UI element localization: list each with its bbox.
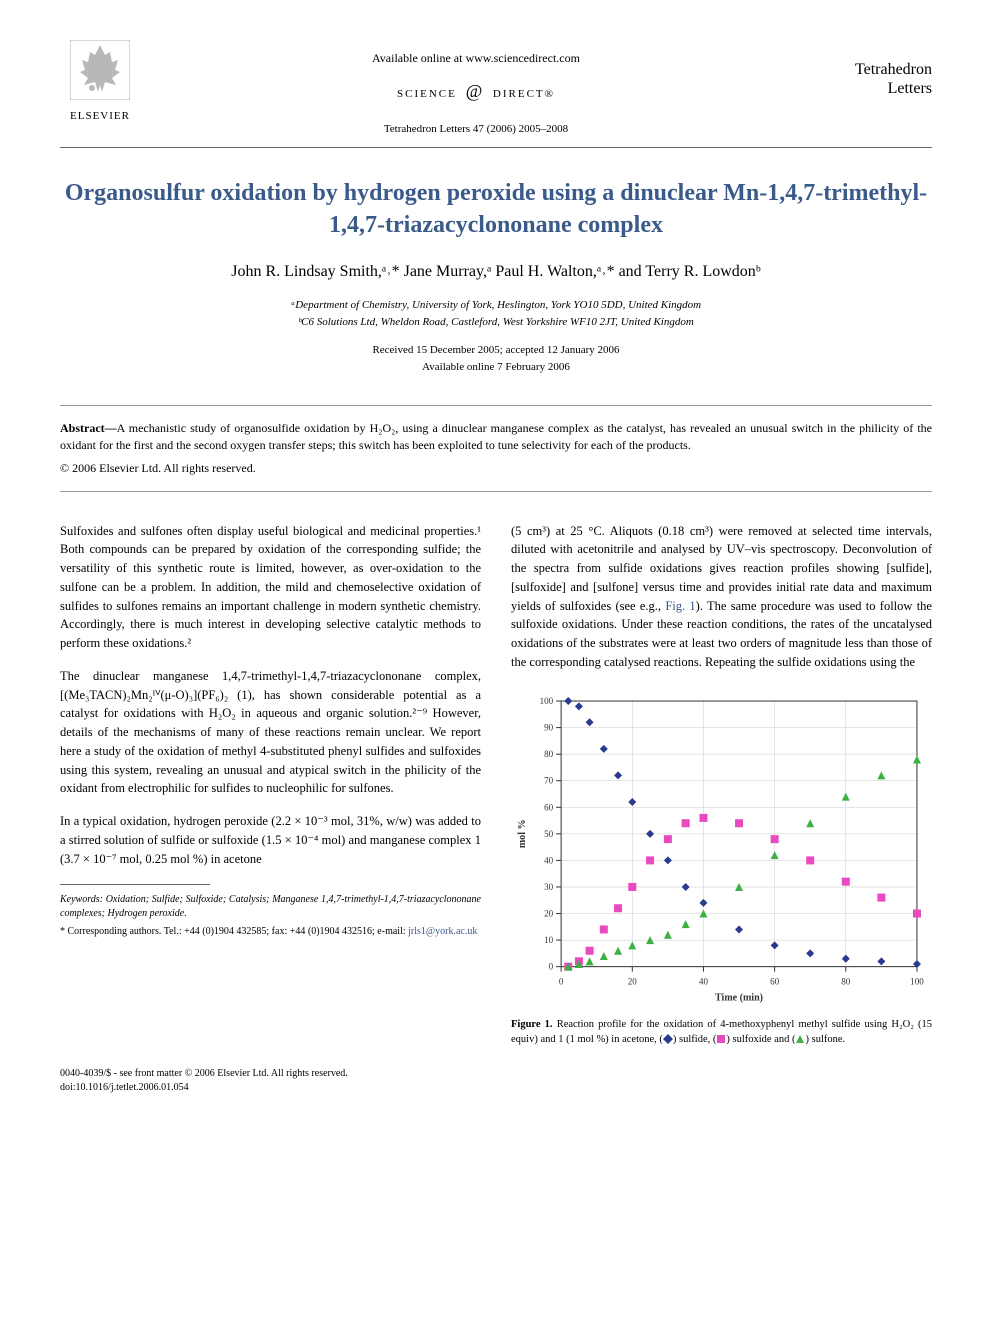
svg-text:90: 90 — [544, 722, 554, 732]
svg-text:60: 60 — [770, 976, 780, 986]
figure-label: Figure 1. — [511, 1019, 553, 1030]
svg-text:mol %: mol % — [517, 819, 528, 848]
elsevier-tree-icon — [70, 40, 130, 100]
email-link[interactable]: jrls1@york.ac.uk — [408, 926, 477, 937]
sd-prefix: SCIENCE — [397, 88, 457, 100]
affiliations: ᵃDepartment of Chemistry, University of … — [60, 297, 932, 330]
header-row: ELSEVIER Available online at www.science… — [60, 40, 932, 137]
svg-text:100: 100 — [910, 976, 924, 986]
legend-diamond-icon — [663, 1034, 673, 1045]
issn-text: 0040-4039/$ - see front matter © 2006 El… — [60, 1067, 932, 1081]
abstract-divider-bottom — [60, 491, 932, 492]
caption-leg1: ) sulfide, ( — [673, 1034, 716, 1045]
received-date: Received 15 December 2005; accepted 12 J… — [60, 342, 932, 359]
svg-text:100: 100 — [540, 696, 554, 706]
svg-text:20: 20 — [544, 908, 554, 918]
journal-reference: Tetrahedron Letters 47 (2006) 2005–2008 — [140, 122, 812, 137]
svg-text:20: 20 — [628, 976, 638, 986]
abstract-label: Abstract— — [60, 421, 117, 435]
body-p2: The dinuclear manganese 1,4,7-trimethyl-… — [60, 667, 481, 798]
doi-text: doi:10.1016/j.tetlet.2006.01.054 — [60, 1081, 932, 1095]
sd-suffix: DIRECT® — [493, 88, 555, 100]
body-p1: Sulfoxides and sulfones often display us… — [60, 522, 481, 653]
journal-name: Tetrahedron Letters — [812, 40, 932, 98]
online-date: Available online 7 February 2006 — [60, 359, 932, 376]
publisher-name: ELSEVIER — [60, 109, 140, 124]
svg-text:80: 80 — [544, 749, 554, 759]
corresponding-text: * Corresponding authors. Tel.: +44 (0)19… — [60, 926, 408, 937]
column-left: Sulfoxides and sulfones often display us… — [60, 522, 481, 1048]
figure-link[interactable]: Fig. 1 — [665, 599, 695, 613]
keywords-label: Keywords: — [60, 894, 103, 905]
copyright: © 2006 Elsevier Ltd. All rights reserved… — [60, 460, 932, 477]
affiliation-b: ᵇC6 Solutions Ltd, Wheldon Road, Castlef… — [60, 314, 932, 331]
legend-square-icon — [716, 1034, 726, 1045]
publication-dates: Received 15 December 2005; accepted 12 J… — [60, 342, 932, 375]
corresponding-author: * Corresponding authors. Tel.: +44 (0)19… — [60, 925, 481, 939]
center-header: Available online at www.sciencedirect.co… — [140, 40, 812, 137]
publisher-logo: ELSEVIER — [60, 40, 140, 125]
authors: John R. Lindsay Smith,ᵃ˒* Jane Murray,ᵃ … — [60, 261, 932, 283]
keywords-text: Oxidation; Sulfide; Sulfoxide; Catalysis… — [60, 894, 481, 919]
svg-text:40: 40 — [699, 976, 709, 986]
svg-text:10: 10 — [544, 935, 554, 945]
journal-name-line1: Tetrahedron — [812, 60, 932, 79]
column-right: (5 cm³) at 25 °C. Aliquots (0.18 cm³) we… — [511, 522, 932, 1048]
keywords: Keywords: Oxidation; Sulfide; Sulfoxide;… — [60, 893, 481, 921]
body-columns: Sulfoxides and sulfones often display us… — [60, 522, 932, 1048]
abstract: Abstract—A mechanistic study of organosu… — [60, 420, 932, 454]
svg-text:80: 80 — [841, 976, 851, 986]
caption-leg2: ) sulfoxide and ( — [726, 1034, 795, 1045]
svg-text:40: 40 — [544, 855, 554, 865]
svg-text:0: 0 — [549, 961, 554, 971]
legend-triangle-icon — [795, 1034, 805, 1045]
affiliation-a: ᵃDepartment of Chemistry, University of … — [60, 297, 932, 314]
journal-name-line2: Letters — [812, 79, 932, 98]
body-p3: In a typical oxidation, hydrogen peroxid… — [60, 812, 481, 868]
footer-divider — [60, 884, 210, 885]
svg-text:0: 0 — [559, 976, 564, 986]
svg-text:Time (min): Time (min) — [715, 992, 763, 1003]
article-title: Organosulfur oxidation by hydrogen perox… — [60, 178, 932, 240]
body-col2-p1: (5 cm³) at 25 °C. Aliquots (0.18 cm³) we… — [511, 522, 932, 672]
caption-leg3: ) sulfone. — [805, 1034, 845, 1045]
svg-text:70: 70 — [544, 775, 554, 785]
figure-caption: Figure 1. Reaction profile for the oxida… — [511, 1018, 932, 1047]
svg-text:60: 60 — [544, 802, 554, 812]
scatter-chart-svg: 0 20 40 60 80 100 0 10 20 30 40 50 60 70 80 90 100 Time (… — [511, 686, 932, 1007]
sd-at-icon: @ — [466, 79, 485, 104]
abstract-text: A mechanistic study of organosulfide oxi… — [60, 421, 932, 452]
abstract-divider-top — [60, 405, 932, 406]
figure-1-chart: 0 20 40 60 80 100 0 10 20 30 40 50 60 70 80 90 100 Time (… — [511, 686, 932, 1013]
science-direct-logo: SCIENCE @ DIRECT® — [140, 79, 812, 104]
svg-text:50: 50 — [544, 828, 554, 838]
footer-bottom: 0040-4039/$ - see front matter © 2006 El… — [60, 1067, 932, 1095]
available-online-text: Available online at www.sciencedirect.co… — [140, 50, 812, 67]
header-divider — [60, 147, 932, 148]
svg-text:30: 30 — [544, 882, 554, 892]
